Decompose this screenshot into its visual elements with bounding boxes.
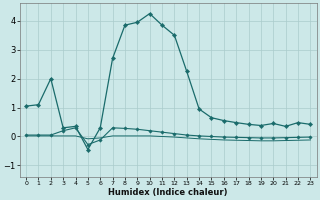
X-axis label: Humidex (Indice chaleur): Humidex (Indice chaleur) [108,188,228,197]
